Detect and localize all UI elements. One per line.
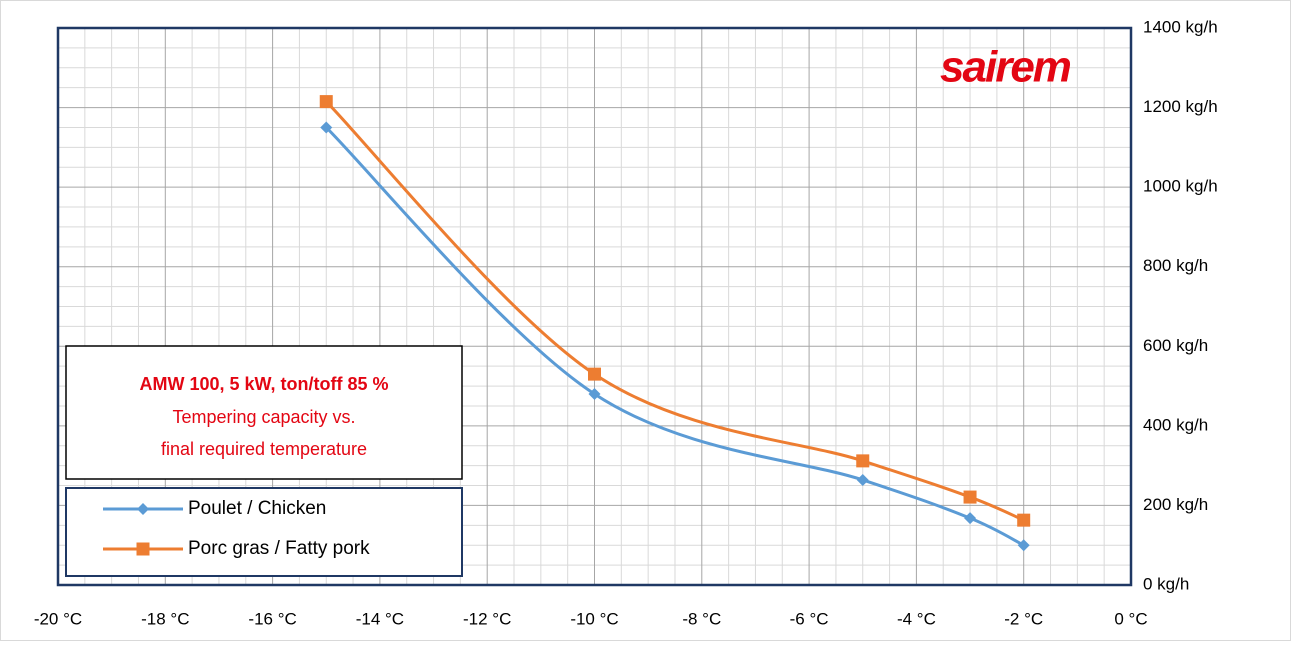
marker (1017, 539, 1030, 552)
annotation-line: final required temperature (161, 439, 367, 459)
x-tick-label: -10 °C (570, 609, 618, 628)
x-tick-label: -6 °C (790, 609, 829, 628)
x-tick-label: -18 °C (141, 609, 189, 628)
legend (65, 487, 463, 577)
legend-label: Poulet / Chicken (188, 498, 326, 519)
marker (856, 473, 869, 486)
y-tick-label: 600 kg/h (1143, 336, 1208, 355)
y-tick-label: 1400 kg/h (1143, 17, 1218, 36)
marker (856, 454, 870, 468)
y-tick-label: 400 kg/h (1143, 415, 1208, 434)
marker (136, 542, 150, 556)
x-tick-label: -16 °C (248, 609, 296, 628)
marker (320, 121, 333, 134)
x-tick-label: -2 °C (1004, 609, 1043, 628)
legend-label: Porc gras / Fatty pork (188, 538, 370, 559)
y-tick-label: 0 kg/h (1143, 574, 1189, 593)
x-tick-label: -8 °C (682, 609, 721, 628)
marker (963, 490, 977, 504)
y-tick-label: 1200 kg/h (1143, 97, 1218, 116)
marks (319, 95, 1031, 552)
y-tick-label: 200 kg/h (1143, 495, 1208, 514)
x-tick-label: 0 °C (1114, 609, 1147, 628)
marker (588, 388, 601, 401)
plot-border (56, 26, 1133, 587)
marker (137, 503, 149, 515)
annotation-box (65, 345, 463, 480)
annotation-title: AMW 100, 5 kW, ton/toff 85 % (139, 374, 388, 394)
marker (1017, 513, 1031, 527)
x-tick-label: -14 °C (356, 609, 404, 628)
annotation-line: Tempering capacity vs. (172, 407, 355, 427)
y-tick-label: 1000 kg/h (1143, 177, 1218, 196)
marker (964, 512, 977, 525)
y-tick-label: 800 kg/h (1143, 256, 1208, 275)
legend-items: Poulet / Chicken Porc gras / Fatty pork (103, 498, 370, 559)
x-tick-label: -4 °C (897, 609, 936, 628)
logo: sairem (940, 43, 1071, 92)
marker (588, 367, 601, 381)
x-tick-label: -20 °C (34, 609, 82, 628)
x-tick-label: -12 °C (463, 609, 511, 628)
marker (319, 95, 333, 109)
